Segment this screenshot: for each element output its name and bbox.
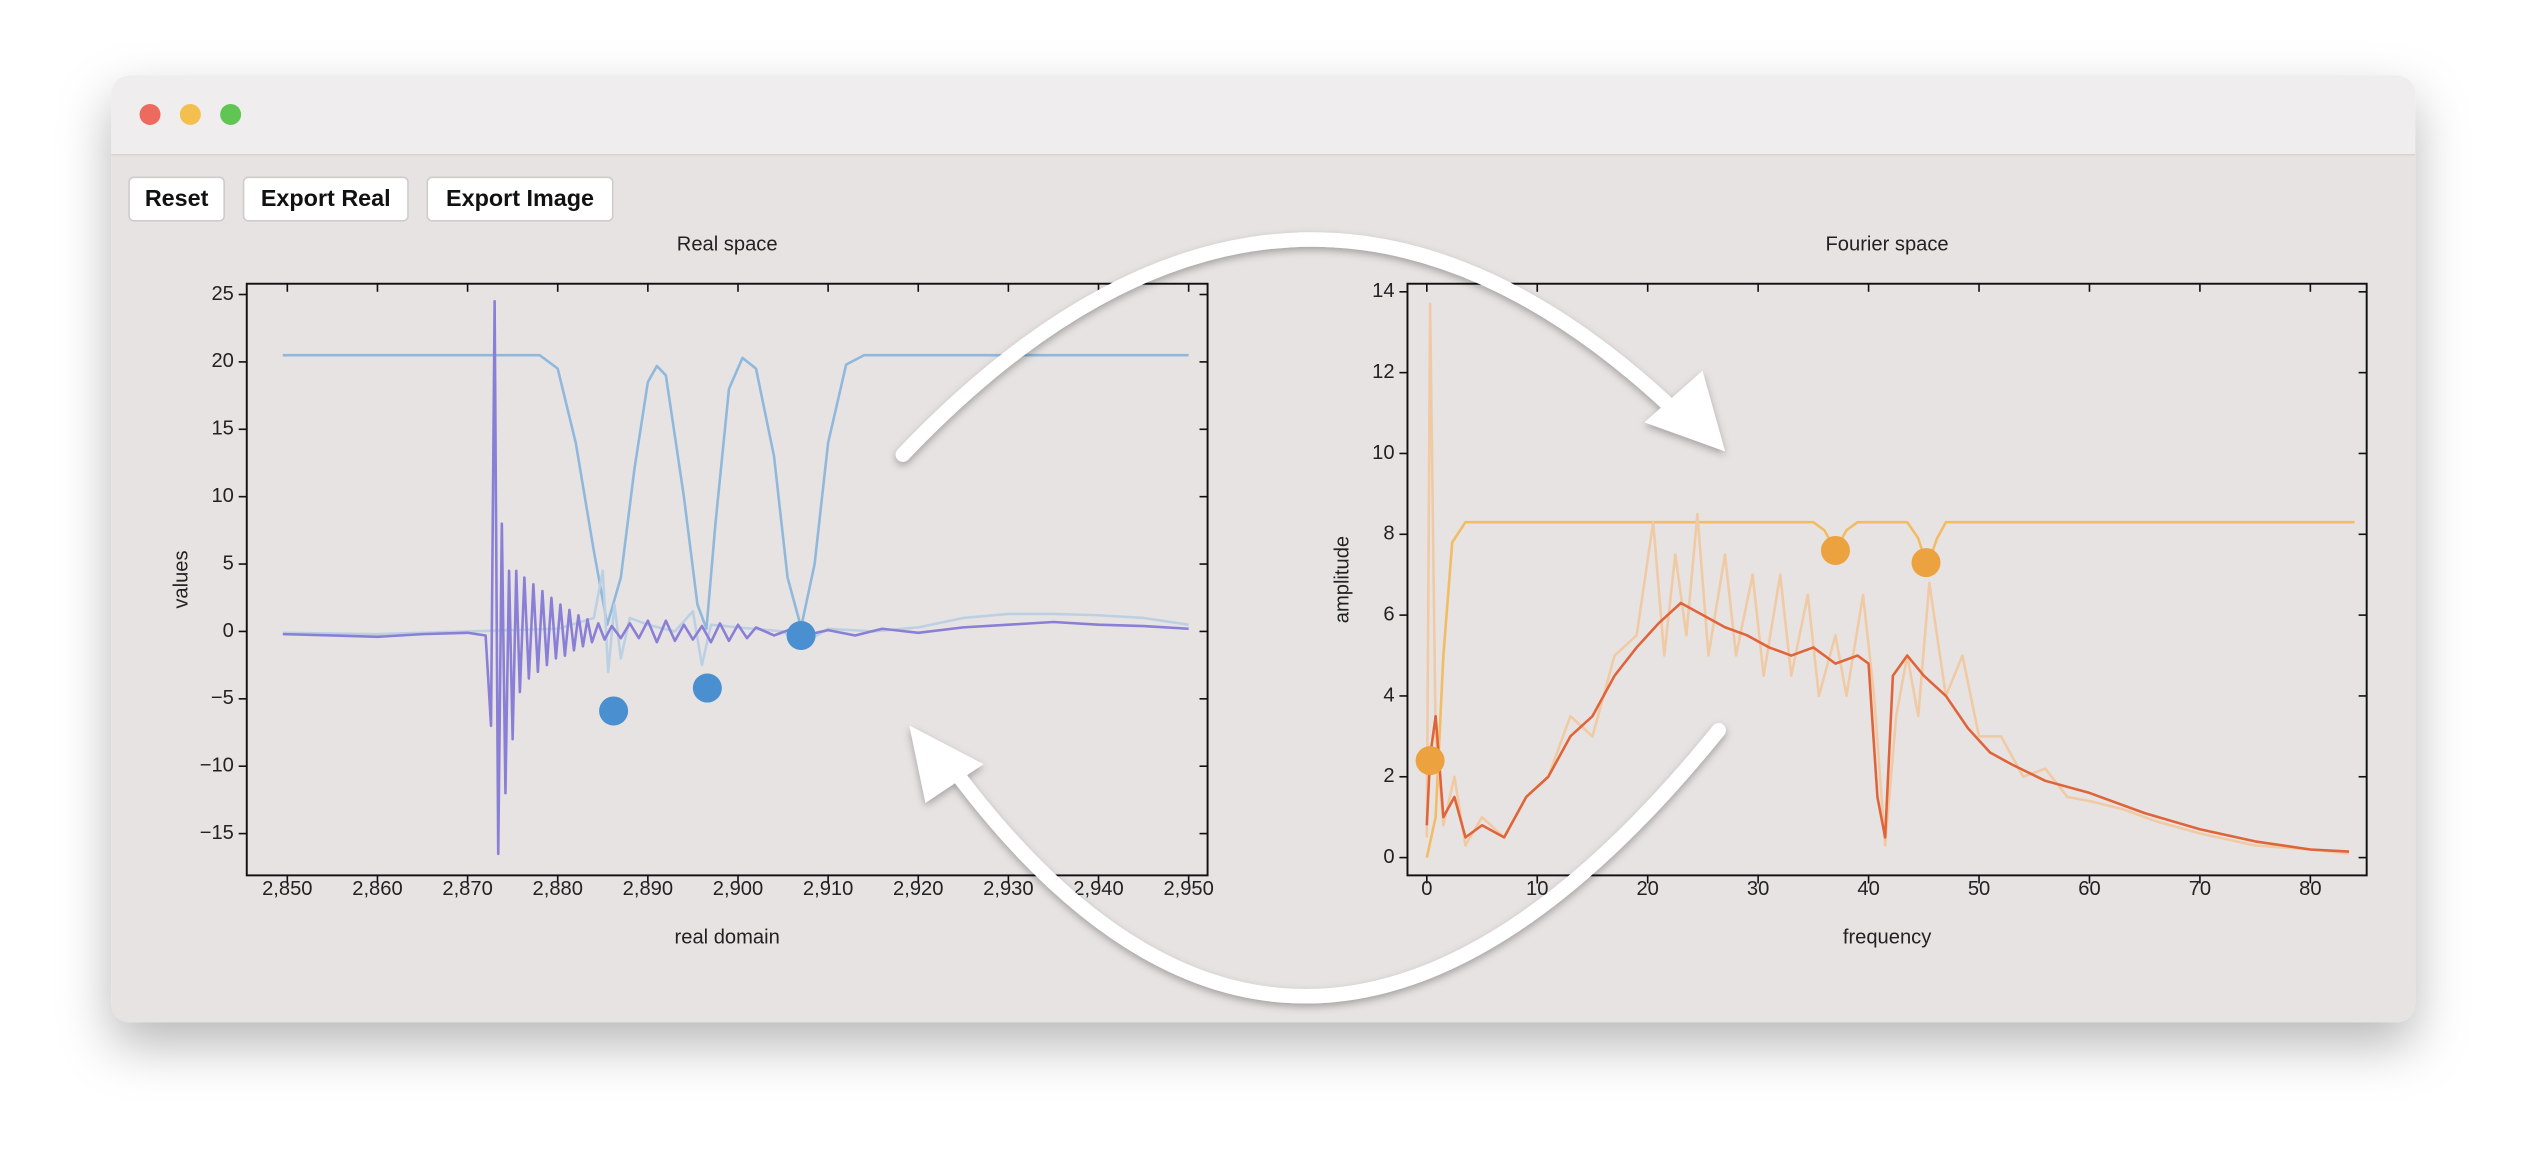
series-line — [282, 353, 1189, 631]
x-tick-label: 2,900 — [713, 878, 763, 900]
x-tick-label: 2,890 — [623, 878, 673, 900]
y-tick-label: 12 — [1372, 361, 1394, 383]
y-tick-label: 15 — [211, 418, 233, 440]
control-handle — [599, 696, 629, 726]
y-tick-label: 10 — [211, 485, 233, 507]
x-tick-label: 2,870 — [442, 878, 492, 900]
x-tick-label: 2,860 — [352, 878, 402, 900]
x-tick-label: 70 — [2189, 878, 2211, 900]
control-handle — [1911, 548, 1941, 578]
y-tick-label: 6 — [1383, 603, 1394, 625]
x-tick-label: 2,930 — [983, 878, 1033, 900]
x-tick-label: 2,880 — [533, 878, 583, 900]
plot-frame — [245, 282, 1209, 877]
y-tick-label: 0 — [223, 620, 234, 642]
charts: Real space real domain values 2,850 2,860 2,8… — [171, 233, 2368, 949]
chart-title: Real space — [677, 233, 778, 255]
series-line — [1425, 601, 2350, 853]
x-tick-label: 20 — [1636, 878, 1658, 900]
y-axis-label: values — [171, 550, 193, 608]
y-tick-label: −10 — [200, 755, 234, 777]
y-tick-label: 10 — [1372, 442, 1394, 464]
x-tick-label: 30 — [1747, 878, 1769, 900]
x-axis-label: real domain — [675, 927, 780, 949]
control-handle — [786, 620, 816, 650]
y-axis-label: amplitude — [1331, 536, 1353, 623]
export-image-button[interactable]: Export Image — [426, 176, 614, 222]
x-tick-label: 2,950 — [1163, 878, 1213, 900]
x-tick-label: 2,910 — [803, 878, 853, 900]
y-tick-label: 0 — [1383, 846, 1394, 868]
y-tick-label: 14 — [1372, 280, 1394, 302]
x-tick-label: 10 — [1526, 878, 1548, 900]
x-tick-label: 60 — [2078, 878, 2100, 900]
y-tick-label: 20 — [211, 350, 233, 372]
button-label: Export Image — [446, 185, 594, 211]
y-tick-label: 5 — [223, 552, 234, 574]
forward-arrowhead — [1644, 370, 1726, 452]
y-tick-label: 8 — [1383, 523, 1394, 545]
control-handle — [1820, 535, 1850, 565]
y-tick-label: −15 — [200, 822, 234, 844]
y-tick-label: 2 — [1383, 765, 1394, 787]
x-tick-label: 50 — [1968, 878, 1990, 900]
window — [111, 75, 2416, 1023]
button-label: Export Real — [261, 185, 391, 211]
button-label: Reset — [145, 185, 209, 211]
x-tick-label: 80 — [2299, 878, 2321, 900]
minimize-button[interactable] — [179, 103, 201, 125]
x-tick-label: 2,940 — [1073, 878, 1123, 900]
transform-arrows — [895, 232, 1726, 1004]
plot: Real space real domain values 2,850 2,860 2,8… — [171, 233, 1214, 948]
x-tick-label: 0 — [1421, 878, 1432, 900]
y-tick-label: 4 — [1383, 684, 1394, 706]
zoom-button[interactable] — [220, 103, 242, 125]
x-tick-label: 40 — [1857, 878, 1879, 900]
x-tick-label: 2,920 — [893, 878, 943, 900]
x-axis-label: frequency — [1843, 927, 1932, 949]
plot-frame — [1406, 282, 2368, 877]
forward-arrow — [895, 232, 1681, 462]
series-line — [282, 569, 1189, 674]
inverse-arrow — [947, 723, 1726, 1004]
close-button[interactable] — [139, 103, 161, 125]
title-bar — [111, 75, 2416, 155]
control-handle — [692, 673, 722, 703]
x-tick-label: 2,850 — [262, 878, 312, 900]
control-handle — [1415, 746, 1445, 776]
reset-button[interactable]: Reset — [128, 176, 225, 222]
chart-title: Fourier space — [1826, 233, 1949, 255]
export-real-button[interactable]: Export Real — [242, 176, 409, 222]
window-frame — [111, 75, 2416, 1023]
y-tick-label: 25 — [211, 283, 233, 305]
y-tick-label: −5 — [211, 687, 234, 709]
inverse-arrowhead — [909, 725, 984, 803]
